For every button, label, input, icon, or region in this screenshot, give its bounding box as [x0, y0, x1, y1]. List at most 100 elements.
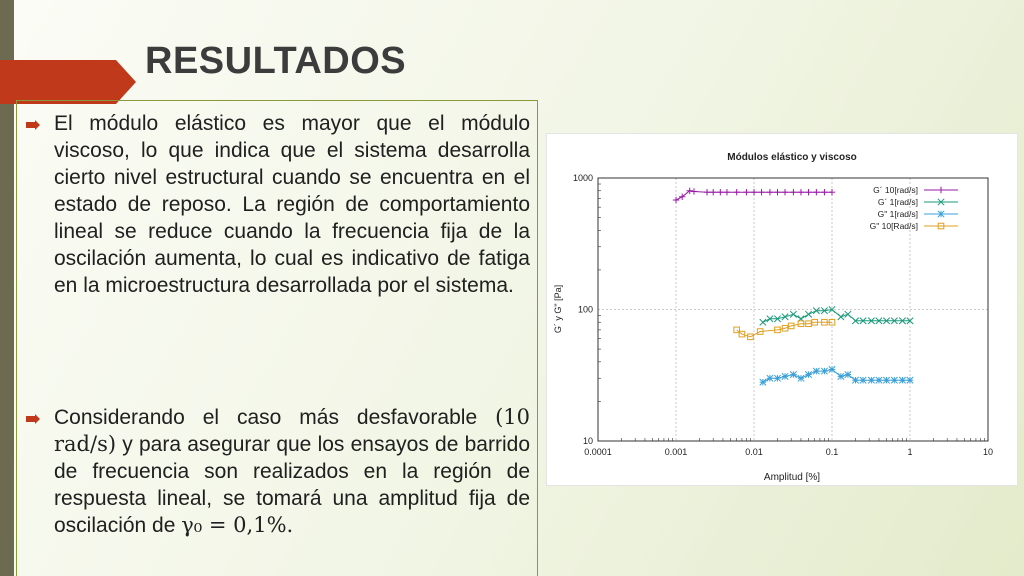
data-point — [859, 317, 867, 325]
bullet-2-text-before: Considerando el caso más desfavorable — [54, 406, 496, 429]
data-point — [890, 376, 898, 384]
chart-title: Módulos elástico y viscoso — [727, 152, 856, 163]
data-point — [773, 374, 782, 382]
x-tick-label: 0.01 — [745, 447, 763, 457]
x-tick-label: 0.1 — [826, 447, 839, 457]
bullet-2-math-amplitude: γ₀ = 0,1%. — [181, 513, 294, 537]
data-point — [797, 188, 805, 196]
data-point — [759, 378, 767, 386]
y-tick-label: 100 — [578, 305, 593, 315]
data-point — [906, 317, 914, 325]
data-point — [703, 188, 711, 196]
data-point — [759, 318, 767, 326]
data-point — [804, 371, 813, 379]
bullet-arrow-icon — [26, 414, 40, 424]
data-point — [875, 317, 883, 325]
data-point — [937, 210, 945, 218]
data-point — [805, 320, 812, 327]
data-point — [937, 198, 945, 206]
data-point — [812, 307, 820, 315]
data-point — [717, 188, 724, 196]
data-point — [867, 317, 875, 325]
data-point — [813, 188, 820, 196]
x-tick-label: 1 — [907, 447, 912, 457]
legend-label: G´ 1[rad/s] — [878, 197, 918, 207]
series-1 — [672, 187, 836, 204]
bullet-item-1: El módulo elástico es mayor que el módul… — [24, 110, 530, 299]
series-4 — [733, 318, 836, 341]
data-point — [804, 310, 813, 318]
data-point — [738, 330, 746, 338]
bullet-text-2: Considerando el caso más desfavorable (1… — [54, 404, 530, 539]
bullet-2-text-middle: y para asegurar que los ensayos de barri… — [54, 433, 530, 537]
data-point — [710, 188, 717, 196]
data-point — [672, 196, 680, 204]
data-point — [797, 374, 805, 382]
x-tick-label: 10 — [983, 447, 993, 457]
data-point — [867, 376, 875, 384]
data-point — [758, 188, 765, 196]
chart-ylabel: G´ y G" [Pa] — [553, 285, 563, 333]
x-tick-label: 0.001 — [665, 447, 688, 457]
data-point — [773, 315, 782, 323]
data-point — [750, 188, 758, 196]
left-sidebar-bar — [0, 0, 14, 576]
data-point — [747, 333, 754, 341]
data-point — [756, 328, 764, 335]
y-tick-label: 10 — [583, 436, 593, 446]
data-point — [811, 318, 818, 326]
data-point — [774, 326, 781, 334]
bullet-text-1: El módulo elástico es mayor que el módul… — [54, 112, 530, 297]
data-point — [789, 371, 797, 379]
data-point — [678, 193, 686, 200]
data-point — [828, 318, 836, 326]
data-point — [820, 367, 828, 375]
data-point — [743, 188, 750, 196]
text-content-box — [16, 100, 538, 576]
data-point — [890, 317, 898, 325]
data-point — [690, 188, 698, 195]
data-point — [837, 372, 845, 380]
data-point — [774, 188, 781, 196]
data-point — [821, 188, 828, 196]
data-point — [781, 372, 789, 380]
data-point — [797, 320, 805, 327]
data-point — [821, 318, 828, 326]
data-point — [766, 374, 774, 382]
data-point — [851, 317, 860, 325]
data-point — [898, 317, 906, 325]
data-point — [906, 376, 914, 384]
data-point — [828, 305, 836, 314]
plot-frame — [597, 177, 989, 442]
bullet-item-2: Considerando el caso más desfavorable (1… — [24, 404, 530, 539]
data-point — [828, 188, 836, 196]
data-point — [851, 376, 860, 384]
data-point — [686, 187, 693, 194]
modulus-chart: Módulos elástico y viscoso Amplitud [%] … — [553, 152, 993, 483]
data-point — [812, 367, 820, 375]
data-point — [937, 186, 945, 194]
data-point — [937, 222, 945, 230]
data-point — [790, 188, 797, 196]
series-3 — [759, 365, 914, 386]
bullet-arrow-icon — [26, 120, 40, 130]
data-point — [781, 188, 789, 196]
data-point — [781, 324, 789, 332]
data-point — [805, 188, 812, 196]
slide-title: RESULTADOS — [145, 40, 407, 82]
data-point — [828, 365, 836, 374]
legend-label: G´ 10[rad/s] — [873, 185, 918, 195]
data-point — [789, 310, 797, 318]
data-point — [882, 376, 891, 384]
series-line — [762, 308, 910, 323]
data-point — [723, 188, 731, 196]
chart-xlabel: Amplitud [%] — [764, 472, 820, 483]
chart-container: Módulos elástico y viscoso Amplitud [%] … — [546, 133, 1018, 486]
legend-label: G" 10[Rad/s] — [870, 221, 918, 231]
data-point — [844, 310, 852, 318]
y-tick-label: 1000 — [573, 173, 593, 183]
data-point — [875, 376, 883, 384]
data-point — [733, 188, 740, 196]
legend-label: G" 1[rad/s] — [878, 209, 918, 219]
data-point — [766, 315, 774, 323]
